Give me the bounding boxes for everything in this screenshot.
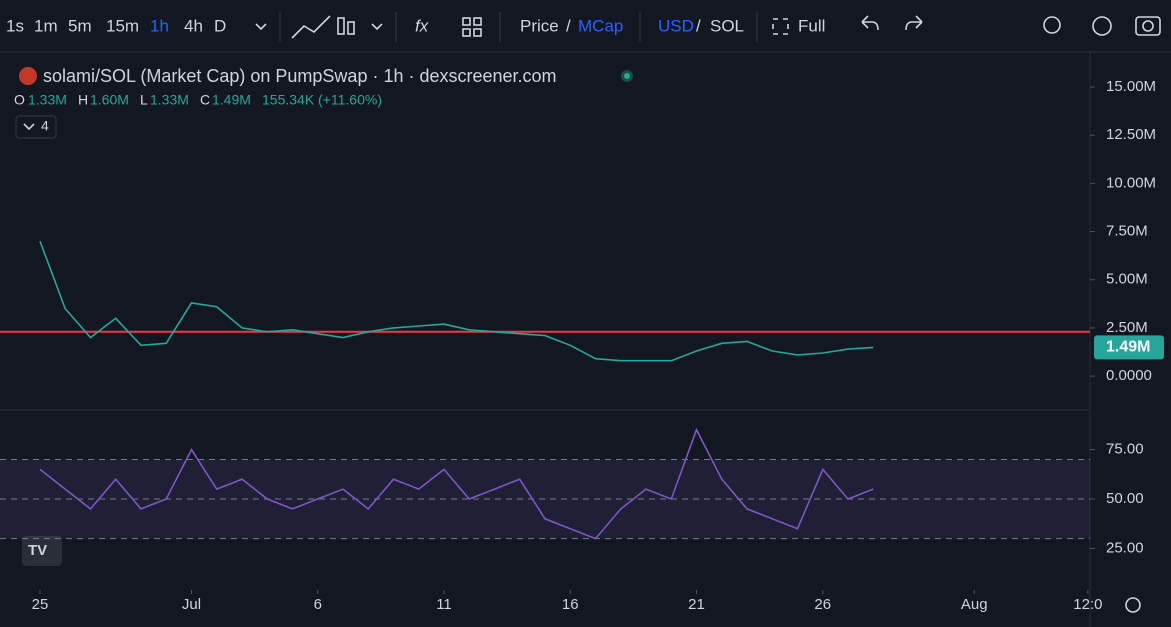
layout-icon[interactable] <box>462 17 471 26</box>
chart-style-icon[interactable] <box>291 15 331 39</box>
change-value: 155.34K (+11.60%) <box>262 92 382 108</box>
open-value: 1.33M <box>28 92 67 108</box>
x-tick-label: 11 <box>436 596 452 613</box>
close-label: C <box>200 92 210 108</box>
layout-icon[interactable] <box>473 17 482 26</box>
indicator-count[interactable]: 4 <box>41 118 49 134</box>
y-tick-label: 2.50M <box>1106 319 1148 336</box>
redo-icon[interactable] <box>905 15 923 31</box>
tv-logo: TV <box>28 542 47 559</box>
high-value: 1.60M <box>90 92 129 108</box>
separator: / <box>566 16 571 35</box>
interval-button[interactable]: D <box>214 16 226 35</box>
candle-icon[interactable] <box>347 21 355 35</box>
last-value-label: 1.49M <box>1106 339 1150 356</box>
axis-settings[interactable] <box>1125 597 1141 613</box>
chevron <box>23 123 35 131</box>
fullscreen-icon[interactable] <box>772 18 789 35</box>
series-line <box>39 427 874 540</box>
token-icon <box>19 67 37 85</box>
y-tick-label: 12.50M <box>1106 126 1156 143</box>
y-tick-label: 25.00 <box>1106 539 1144 556</box>
high-label: H <box>78 92 88 108</box>
search-icon[interactable] <box>1043 16 1061 34</box>
undo-icon[interactable] <box>861 15 879 31</box>
candle-icon[interactable] <box>337 17 345 35</box>
fullscreen-button[interactable]: Full <box>798 16 825 35</box>
toolbar: fx Price / MCap USD / SOL Full <box>279 12 1161 42</box>
y-tick-label: 0.0000 <box>1106 367 1152 384</box>
camera-icon[interactable] <box>1142 20 1154 32</box>
last-value-badge <box>1094 335 1164 360</box>
y-tick-label: 50.00 <box>1106 490 1144 507</box>
x-tick-label: 6 <box>314 596 322 613</box>
y-tick-label: 7.50M <box>1106 223 1148 240</box>
x-tick-label: 12:0 <box>1073 596 1102 613</box>
mcap-toggle[interactable]: MCap <box>578 16 623 35</box>
series-line <box>39 240 874 362</box>
interval-button[interactable]: 15m <box>106 16 139 35</box>
close-value: 1.49M <box>212 92 251 108</box>
low-value: 1.33M <box>150 92 189 108</box>
layout-icon[interactable] <box>473 28 482 37</box>
x-tick-label: Aug <box>961 596 988 613</box>
interval-button[interactable]: 4h <box>184 16 203 35</box>
interval-menu[interactable] <box>255 23 267 31</box>
indicator-icon[interactable]: fx <box>415 16 429 35</box>
y-tick-label: 5.00M <box>1106 271 1148 288</box>
indicator-toggle[interactable] <box>15 115 57 139</box>
interval-button[interactable]: 1m <box>34 16 58 35</box>
legend-title: solami/SOL (Market Cap) on PumpSwap · 1h… <box>43 66 557 86</box>
y-tick-label: 15.00M <box>1106 78 1156 95</box>
separator: / <box>696 16 701 35</box>
interval-button[interactable]: 5m <box>68 16 92 35</box>
x-tick-label: 16 <box>562 596 579 613</box>
settings-icon[interactable] <box>1092 16 1112 36</box>
interval-button[interactable]: 1h <box>150 16 169 35</box>
tv-logo <box>22 536 62 566</box>
x-tick-label: 26 <box>814 596 831 613</box>
x-tick-label: 25 <box>32 596 49 613</box>
low-label: L <box>140 92 148 108</box>
x-tick-label: 21 <box>688 596 705 613</box>
live-indicator <box>624 73 630 79</box>
y-tick-label: 10.00M <box>1106 174 1156 191</box>
layout-icon[interactable] <box>462 28 471 37</box>
usd-toggle[interactable]: USD <box>658 16 694 35</box>
interval-button[interactable]: 1s <box>6 16 24 35</box>
open-label: O <box>14 92 25 108</box>
x-tick-label: Jul <box>182 596 201 613</box>
price-toggle[interactable]: Price <box>520 16 559 35</box>
sol-toggle[interactable]: SOL <box>710 16 744 35</box>
camera-icon[interactable] <box>1135 16 1161 36</box>
y-tick-label: 75.00 <box>1106 441 1144 458</box>
chart-type-menu[interactable] <box>371 23 383 31</box>
